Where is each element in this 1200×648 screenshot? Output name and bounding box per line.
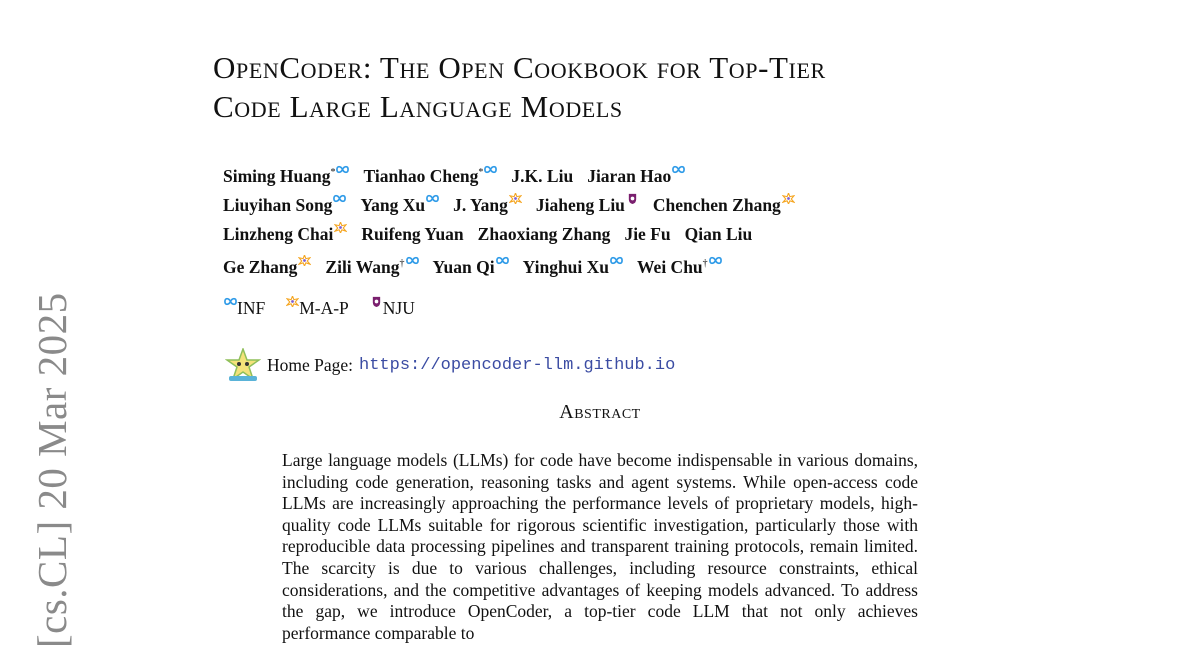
- author-row: Ge Zhang Zili Wang† Yuan Qi Yinghui Xu Wei C…: [223, 249, 809, 282]
- author: J. Yang: [453, 192, 522, 215]
- home-page-link[interactable]: https://opencoder-llm.github.io: [359, 355, 676, 375]
- paper-title: OpenCoder: The Open Cookbook for Top-Tie…: [213, 48, 826, 126]
- author: Yang Xu: [360, 194, 440, 215]
- author: Qian Liu: [685, 224, 753, 244]
- affiliation-label: INF: [237, 298, 266, 318]
- inf-logo-icon: [484, 165, 498, 173]
- inf-logo-icon: [224, 297, 237, 306]
- author-name: Liuyihan Song: [223, 194, 333, 215]
- author: Jiaran Hao: [587, 165, 686, 186]
- author-name: Jie Fu: [624, 223, 671, 244]
- author-mark: *: [330, 167, 336, 178]
- author: J.K. Liu: [511, 166, 573, 186]
- abstract-body: Large language models (LLMs) for code ha…: [282, 450, 918, 643]
- author-name: Yinghui Xu: [522, 256, 610, 277]
- affiliation-map: M-A-P: [285, 296, 359, 318]
- map-logo-icon: [298, 254, 312, 266]
- author-name: Yang Xu: [360, 194, 426, 215]
- nju-logo-icon: [628, 193, 637, 204]
- author-name: Tianhao Cheng: [363, 165, 479, 186]
- nju-logo-icon: [372, 296, 380, 307]
- title-line-1: OpenCoder: The Open Cookbook for Top-Tie…: [213, 50, 826, 85]
- author: Tianhao Cheng*: [363, 165, 498, 186]
- inf-logo-icon: [336, 165, 350, 173]
- affiliation-inf: INF: [223, 297, 275, 318]
- opencoder-mascot-icon: [225, 348, 261, 381]
- map-logo-icon: [781, 192, 795, 204]
- author-name: Zhaoxiang Zhang: [477, 223, 611, 244]
- home-page-label: Home Page:: [267, 354, 354, 375]
- inf-logo-icon: [610, 256, 623, 264]
- map-logo-icon: [508, 192, 522, 204]
- author: Linzheng Chai: [223, 221, 348, 244]
- author: Zhaoxiang Zhang: [478, 224, 611, 244]
- inf-logo-icon: [426, 194, 440, 202]
- author-mark: †: [702, 257, 708, 269]
- author-name: Qian Liu: [684, 223, 753, 244]
- author-name: Linzheng Chai: [223, 223, 334, 244]
- author: Ruifeng Yuan: [361, 224, 463, 244]
- author-name: J. Yang: [453, 194, 508, 215]
- author: Ge Zhang: [223, 254, 312, 277]
- author-name: Zili Wang: [325, 256, 400, 277]
- author-row: Siming Huang* Tianhao Cheng* J.K. Liu Jiara…: [223, 158, 809, 191]
- author: Jiaheng Liu: [535, 193, 639, 215]
- abstract-heading: Abstract: [559, 401, 641, 423]
- home-page-line: Home Page: https://opencoder-llm.github.…: [225, 348, 675, 382]
- inf-logo-icon: [672, 165, 686, 173]
- author-name: Siming Huang: [223, 165, 331, 186]
- author-mark: *: [478, 167, 484, 178]
- author-name: Ge Zhang: [223, 256, 298, 277]
- author: Jie Fu: [624, 224, 670, 244]
- author: Siming Huang*: [223, 165, 350, 186]
- affiliation-legend: INF M-A-P NJU: [223, 296, 435, 319]
- author-name: Wei Chu: [637, 256, 703, 277]
- author: Yuan Qi: [432, 256, 509, 277]
- inf-logo-icon: [495, 256, 509, 264]
- author-row: Linzheng Chai Ruifeng Yuan Zhaoxiang Zhang…: [223, 220, 809, 249]
- affiliation-label: M-A-P: [299, 298, 349, 318]
- title-line-2: Code Large Language Models: [213, 89, 623, 124]
- map-logo-icon: [334, 221, 348, 233]
- author-mark: †: [399, 257, 405, 269]
- author-row: Liuyihan Song Yang Xu J. Yang Jiaheng Liu Ch…: [223, 191, 809, 220]
- author-name: Yuan Qi: [432, 256, 495, 277]
- author: Chenchen Zhang: [652, 192, 795, 215]
- author: Zili Wang†: [325, 256, 419, 277]
- author-list: Siming Huang* Tianhao Cheng* J.K. Liu Jiara…: [223, 158, 809, 282]
- author-name: J.K. Liu: [511, 165, 574, 186]
- inf-logo-icon: [333, 194, 347, 202]
- map-logo-icon: [286, 296, 300, 307]
- author: Wei Chu†: [637, 256, 722, 277]
- author-name: Jiaran Hao: [587, 165, 672, 186]
- author-name: Jiaheng Liu: [535, 194, 625, 215]
- affiliation-nju: NJU: [369, 296, 425, 318]
- author-name: Chenchen Zhang: [652, 194, 781, 215]
- arxiv-stamp: [cs.CL] 20 Mar 2025: [29, 292, 75, 648]
- affiliation-label: NJU: [382, 298, 415, 318]
- inf-logo-icon: [405, 256, 419, 264]
- author-name: Ruifeng Yuan: [361, 223, 464, 244]
- inf-logo-icon: [708, 256, 722, 264]
- author: Liuyihan Song: [223, 194, 347, 215]
- author: Yinghui Xu: [522, 256, 623, 277]
